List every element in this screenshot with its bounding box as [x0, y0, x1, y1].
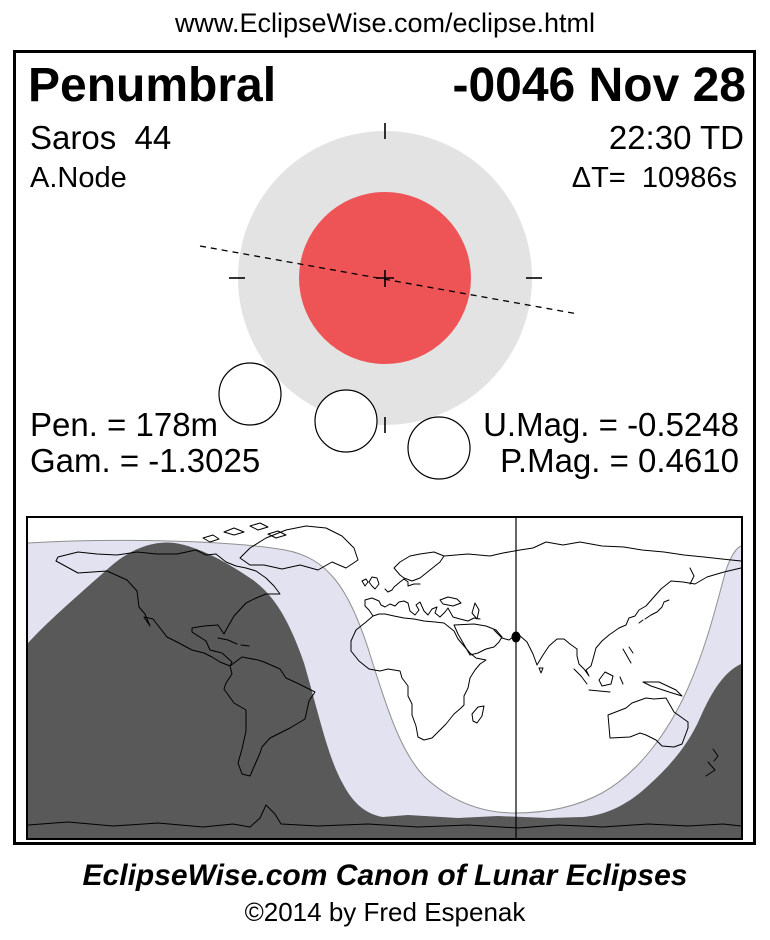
sublunar-point-dot [511, 631, 521, 643]
terminator-boundary-line [27, 539, 742, 814]
north-america-outline [55, 549, 281, 667]
greatest-eclipse-time: 22:30 TD [608, 119, 744, 156]
south-america-outline [223, 656, 316, 777]
continent-outlines [27, 522, 742, 829]
penumbral-magnitude: P.Mag. = 0.4610 [500, 442, 739, 479]
japan-outline [638, 599, 670, 624]
plate-frame [13, 50, 756, 845]
caribbean-islands [217, 637, 250, 647]
eclipse-date: -0046 Nov 28 [452, 59, 746, 112]
footer-title: EclipseWise.com Canon of Lunar Eclipses [82, 859, 688, 892]
map-eclipse-not-visible-region [28, 542, 741, 838]
axis-tick-marks [229, 123, 542, 433]
url-caption: www.EclipseWise.com/eclipse.html [174, 8, 596, 38]
black-sea-outline [439, 596, 462, 607]
europe-coastline [364, 578, 481, 622]
eclipse-geometry-diagram [199, 123, 579, 480]
saros-number: Saros 44 [30, 119, 172, 156]
antarctica-coastline [27, 804, 742, 829]
penumbral-duration: Pen. = 178m [30, 406, 219, 443]
visibility-world-map [26, 516, 743, 840]
asia-arctic-coastline [443, 541, 742, 562]
india-coastline [493, 629, 578, 666]
map-frame [26, 516, 743, 840]
australia-outline [607, 697, 689, 748]
sri-lanka [538, 667, 544, 674]
caspian-sea-outline [471, 602, 480, 620]
madagascar-outline [471, 705, 485, 724]
umbral-magnitude: U.Mag. = -0.5248 [483, 406, 739, 443]
moon-disk-greatest [314, 389, 378, 453]
indonesia-outlines [573, 668, 683, 697]
eclipse-type-label: Penumbral [28, 59, 277, 112]
arabia-outline [453, 623, 503, 656]
asia-east-coastline [576, 567, 742, 677]
gamma-value: Gam. = -1.3025 [30, 442, 261, 479]
node-type: A.Node [30, 162, 127, 194]
british-isles-outline [361, 576, 380, 590]
kamchatka-hint [689, 567, 695, 585]
moon-disk-first-contact [218, 362, 282, 426]
moon-disks [218, 362, 471, 480]
moon-disk-last-contact [407, 416, 471, 480]
copyright-line: ©2014 by Fred Espenak [244, 897, 526, 927]
greenland-outline [239, 525, 359, 571]
arctic-islands [202, 522, 287, 543]
philippines-outline [622, 646, 634, 664]
delta-t-value: ΔT= 10986s [571, 162, 737, 194]
africa-outline [350, 613, 487, 741]
ecliptic-line [199, 245, 579, 315]
new-zealand-outline [705, 748, 719, 777]
shadow-center-cross [376, 270, 394, 287]
